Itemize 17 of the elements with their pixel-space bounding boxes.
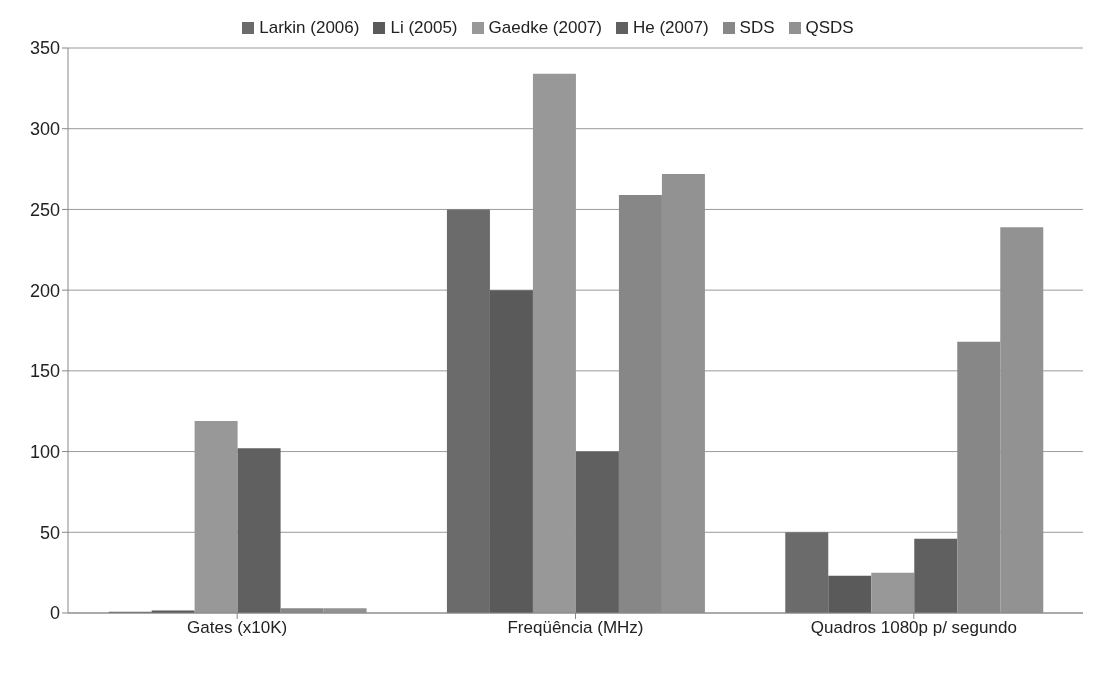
x-tick-label: Quadros 1080p p/ segundo [810,618,1017,638]
legend-label: SDS [739,18,775,38]
y-tick-label: 250 [29,199,60,220]
y-tick-label: 100 [29,441,60,462]
y-tick-label: 200 [29,280,60,301]
y-tick-label: 50 [39,522,60,543]
y-tick-label: 350 [29,38,60,59]
legend-label: Gaedke (2007) [488,18,602,38]
legend-label: Larkin (2006) [259,18,360,38]
x-tick-label: Freqüência (MHz) [507,618,644,638]
y-tick-label: 300 [29,119,60,140]
y-tick-label: 150 [29,361,60,382]
legend-label: QSDS [805,18,854,38]
legend-label: Li (2005) [390,18,458,38]
y-tick-label: 0 [49,603,60,624]
legend-label: He (2007) [632,18,709,38]
x-tick-label: Gates (x10K) [187,618,288,638]
